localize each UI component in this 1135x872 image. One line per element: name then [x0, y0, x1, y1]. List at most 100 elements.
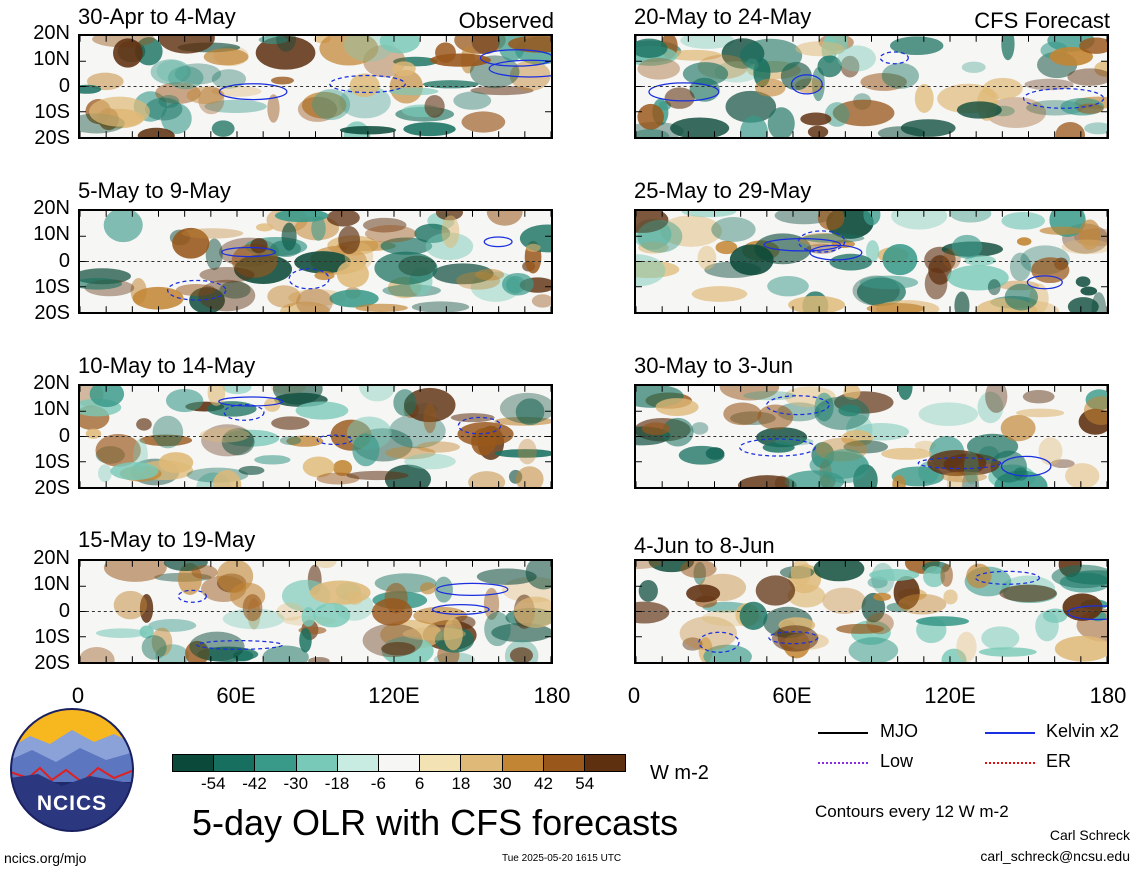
olr-anomaly-blob: [441, 215, 460, 248]
olr-anomaly-blob: [148, 619, 197, 632]
olr-anomaly-blob: [388, 87, 439, 96]
olr-anomaly-blob: [403, 387, 456, 423]
olr-anomaly-blob: [525, 243, 541, 252]
olr-anomaly-blob: [199, 427, 250, 443]
olr-anomaly-blob: [985, 386, 1008, 413]
olr-anomaly-blob: [294, 251, 351, 274]
olr-anomaly-blob: [788, 295, 846, 312]
olr-anomaly-blob: [242, 594, 263, 622]
olr-anomaly-blob: [203, 48, 249, 66]
olr-anomaly-blob: [502, 272, 534, 296]
colorbar-swatch: [337, 755, 379, 771]
olr-anomaly-blob: [637, 103, 664, 130]
olr-anomaly-blob: [774, 437, 814, 446]
olr-anomaly-blob: [1024, 78, 1074, 91]
olr-anomaly-blob: [136, 418, 152, 431]
legend-low-label: Low: [880, 751, 914, 771]
olr-anomaly-blob: [697, 245, 717, 270]
y-tick-label: 20N: [33, 197, 70, 219]
olr-anomaly-blob: [336, 260, 369, 288]
olr-anomaly-blob: [258, 36, 289, 45]
olr-anomaly-blob: [661, 417, 694, 447]
colorbar: [172, 754, 626, 772]
olr-anomaly-blob: [771, 625, 819, 652]
olr-anomaly-blob: [139, 593, 154, 623]
olr-anomaly-blob: [1067, 68, 1107, 86]
olr-anomaly-blob: [691, 286, 748, 302]
olr-anomaly-blob: [333, 459, 353, 476]
olr-anomaly-blob: [897, 386, 913, 400]
y-tick-label: 10N: [33, 48, 70, 71]
kelvin-contour: [223, 404, 265, 421]
olr-anomaly-blob: [1009, 252, 1031, 282]
olr-anomaly-blob: [329, 289, 379, 308]
colorbar-label: -6: [370, 774, 386, 793]
olr-anomaly-blob: [916, 616, 969, 627]
kelvin-contour: [221, 246, 276, 258]
colorbar-swatch: [584, 755, 626, 771]
legend-kelvin-line: [985, 732, 1035, 734]
olr-anomaly-blob: [276, 36, 296, 52]
olr-anomaly-blob: [137, 127, 175, 137]
olr-anomaly-blob: [711, 217, 756, 242]
olr-anomaly-blob: [515, 398, 545, 426]
colorbar-label: 54: [575, 774, 595, 793]
olr-anomaly-blob: [1061, 239, 1107, 255]
olr-anomaly-blob: [525, 561, 551, 590]
colorbar-swatch: [296, 755, 338, 771]
kelvin-contour: [739, 438, 816, 457]
olr-anomaly-blob: [379, 36, 421, 54]
olr-anomaly-blob: [1015, 408, 1065, 418]
x-tick-label: 120E: [368, 683, 420, 708]
olr-anomaly-blob: [299, 628, 312, 653]
olr-anomaly-blob: [250, 238, 268, 254]
x-tick-label: 120E: [924, 683, 976, 708]
olr-anomaly-blob: [636, 129, 670, 137]
colorbar-label: -18: [324, 774, 350, 793]
olr-anomaly-blob: [914, 83, 934, 113]
olr-anomaly-blob: [1022, 389, 1055, 404]
url: ncics.org/mjo: [4, 850, 87, 866]
olr-anomaly-blob: [795, 41, 845, 57]
olr-anomaly-blob: [211, 120, 235, 137]
olr-anomaly-blob: [314, 561, 337, 569]
olr-anomaly-blob: [999, 584, 1057, 602]
olr-anomaly-blob: [1001, 211, 1046, 230]
olr-anomaly-blob: [636, 561, 663, 570]
olr-anomaly-blob: [175, 284, 217, 296]
colorbar-swatch: [255, 755, 297, 771]
kelvin-contour: [436, 582, 509, 597]
olr-anomaly-blob: [985, 97, 1047, 129]
olr-anomaly-blob: [286, 435, 324, 447]
y-tick-label: 20S: [34, 302, 70, 324]
olr-anomaly-blob: [254, 455, 291, 465]
colorbar-label: 6: [414, 774, 425, 793]
olr-anomaly-blob: [924, 267, 948, 300]
olr-anomaly-blob: [271, 416, 310, 430]
olr-anomaly-blob: [349, 73, 380, 98]
legend-mjo-line: [818, 732, 868, 734]
kelvin-contour: [218, 396, 284, 407]
olr-anomaly-blob: [754, 78, 786, 97]
panel-title: 5-May to 9-May: [78, 178, 231, 203]
olr-anomaly-blob: [222, 429, 280, 447]
olr-anomaly-blob: [267, 285, 301, 308]
olr-anomaly-blob: [161, 103, 192, 135]
olr-anomaly-blob: [682, 62, 729, 86]
olr-anomaly-blob: [301, 607, 316, 627]
olr-anomaly-blob: [476, 568, 537, 585]
y-tick-label: 20S: [34, 477, 70, 499]
olr-anomaly-blob: [1083, 396, 1107, 425]
kelvin-contour: [316, 434, 353, 446]
olr-anomaly-blob: [1079, 37, 1107, 54]
kelvin-contour: [431, 604, 490, 615]
olr-anomaly-blob: [422, 80, 479, 89]
olr-anomaly-blob: [139, 434, 193, 447]
olr-anomaly-blob: [1016, 237, 1032, 246]
olr-anomaly-blob: [703, 644, 752, 662]
olr-anomaly-blob: [95, 628, 147, 638]
olr-anomaly-blob: [682, 637, 703, 651]
olr-anomaly-blob: [680, 36, 735, 49]
olr-anomaly-blob: [151, 627, 173, 657]
olr-anomaly-blob: [362, 217, 407, 233]
